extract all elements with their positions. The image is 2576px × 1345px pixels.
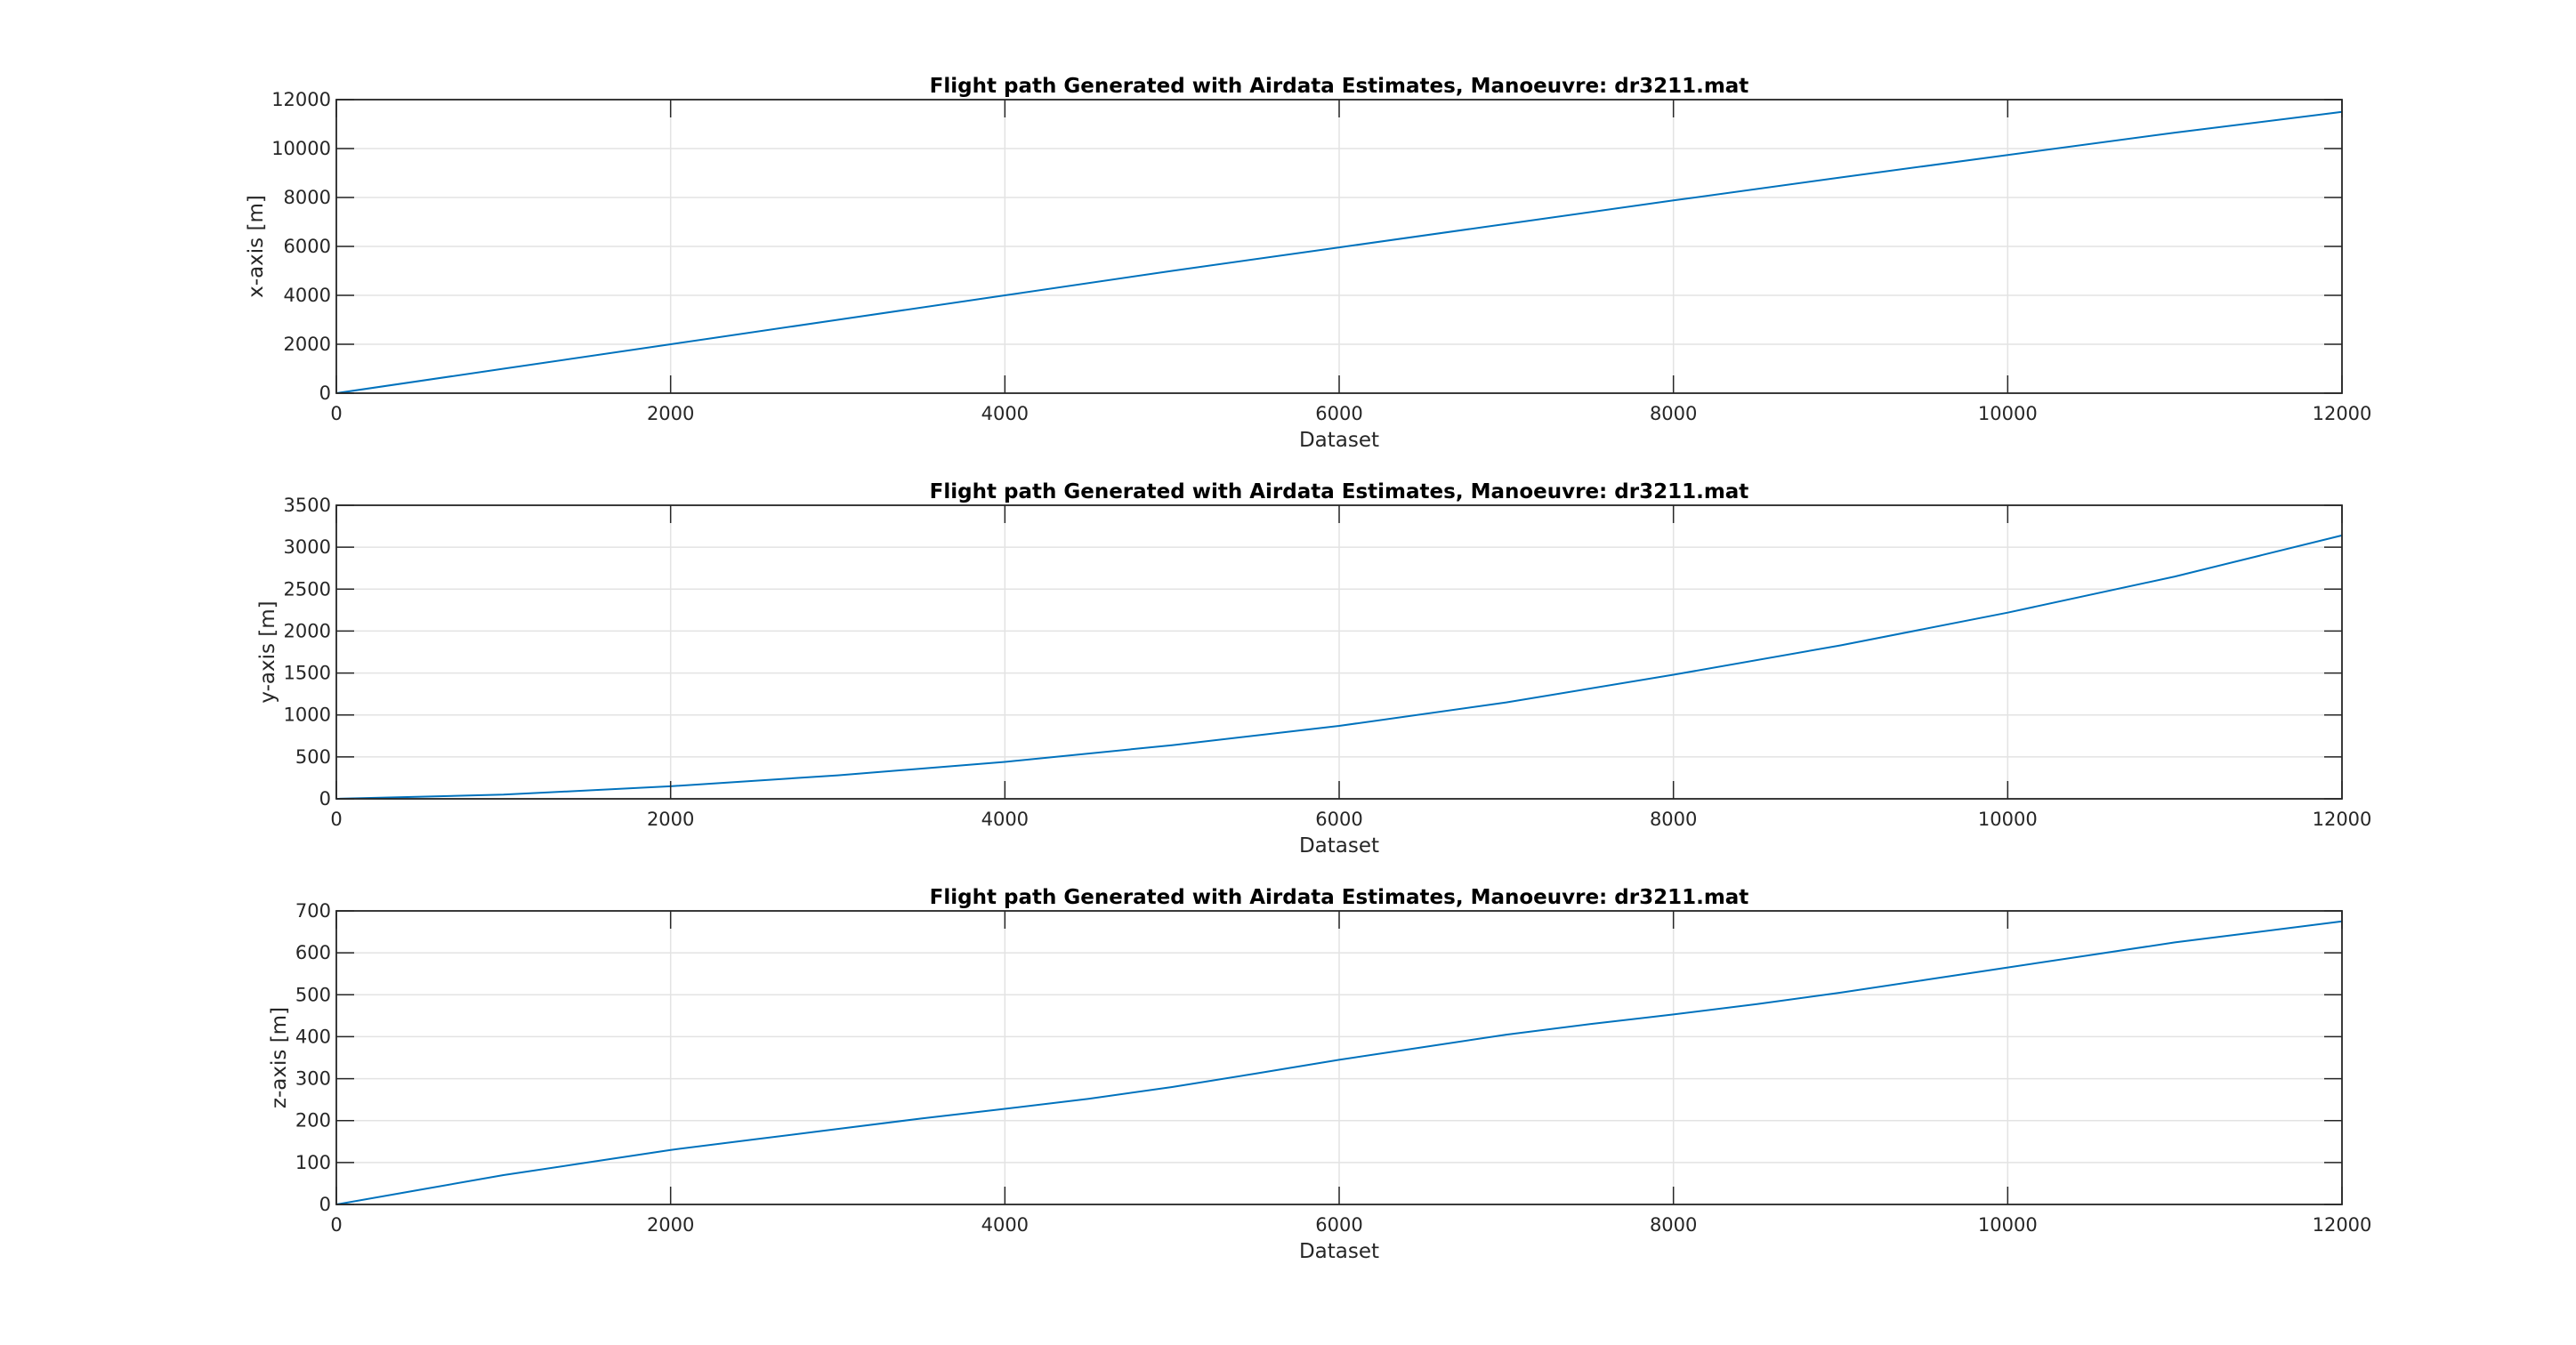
y-tick-label: 500 (295, 984, 331, 1005)
x-tick-label: 10000 (1978, 403, 2038, 424)
x-axis-label: Dataset (1299, 429, 1379, 452)
y-tick-label: 700 (295, 900, 331, 922)
series-line (335, 110, 2343, 394)
series-line (335, 920, 2343, 1205)
y-tick-label: 10000 (271, 138, 331, 159)
y-tick-label: 4000 (284, 285, 331, 306)
x-tick-label: 2000 (647, 809, 694, 830)
x-tick-label: 12000 (2313, 403, 2372, 424)
y-tick-label: 8000 (284, 187, 331, 208)
x-tick-label: 10000 (1978, 1214, 2038, 1236)
subplot-3: 0 2000 4000 6000 8000 10000 12000 0 100 200 300 400… (268, 886, 2371, 1263)
x-tick-label: 2000 (647, 1214, 694, 1236)
y-tick-label: 6000 (284, 236, 331, 257)
x-tick-label: 0 (330, 403, 342, 424)
y-axis-label: y-axis [m] (256, 600, 279, 703)
x-tick-label: 2000 (647, 403, 694, 424)
y-tick-label: 0 (319, 788, 331, 809)
x-tick-label: 10000 (1978, 809, 2038, 830)
y-tick-label: 12000 (271, 89, 331, 110)
chart-title: Flight path Generated with Airdata Estim… (930, 480, 1749, 503)
x-tick-label: 12000 (2313, 1214, 2372, 1236)
x-tick-label: 0 (330, 1214, 342, 1236)
y-tick-label: 0 (319, 383, 331, 404)
y-tick-label: 2000 (284, 334, 331, 355)
y-tick-label: 2500 (284, 578, 331, 600)
x-tick-label: 4000 (981, 403, 1029, 424)
x-tick-label: 12000 (2313, 809, 2372, 830)
y-tick-label: 0 (319, 1194, 331, 1215)
x-axis-label: Dataset (1299, 1240, 1379, 1263)
x-tick-label: 8000 (1650, 403, 1697, 424)
y-tick-label: 1500 (284, 663, 331, 684)
x-tick-label: 8000 (1650, 1214, 1697, 1236)
x-tick-label: 6000 (1315, 809, 1362, 830)
y-tick-label: 3000 (284, 536, 331, 558)
y-tick-label: 300 (295, 1068, 331, 1090)
x-tick-label: 8000 (1650, 809, 1697, 830)
y-tick-label: 2000 (284, 620, 331, 641)
x-axis-label: Dataset (1299, 834, 1379, 858)
y-tick-label: 200 (295, 1110, 331, 1132)
x-tick-label: 4000 (981, 1214, 1029, 1236)
x-tick-label: 0 (330, 809, 342, 830)
x-tick-label: 6000 (1315, 1214, 1362, 1236)
chart-title: Flight path Generated with Airdata Estim… (930, 886, 1749, 909)
y-tick-label: 1000 (284, 705, 331, 726)
axes-box (335, 99, 2343, 394)
chart-title: Flight path Generated with Airdata Estim… (930, 75, 1749, 98)
y-axis-label: x-axis [m] (245, 195, 268, 298)
y-axis-label: z-axis [m] (268, 1007, 291, 1108)
y-tick-label: 600 (295, 942, 331, 963)
y-tick-label: 3500 (284, 495, 331, 516)
y-tick-label: 500 (295, 746, 331, 768)
axes-box (335, 504, 2343, 800)
x-tick-label: 4000 (981, 809, 1029, 830)
y-tick-label: 400 (295, 1026, 331, 1047)
subplot-2: 0 2000 4000 6000 8000 10000 12000 0 500 1000 1500 2… (256, 480, 2371, 858)
x-tick-label: 6000 (1315, 403, 1362, 424)
y-tick-label: 100 (295, 1152, 331, 1173)
subplot-1: 0 2000 4000 6000 8000 10000 12000 0 2000 4000 6000… (245, 75, 2371, 452)
axes-box (335, 910, 2343, 1205)
